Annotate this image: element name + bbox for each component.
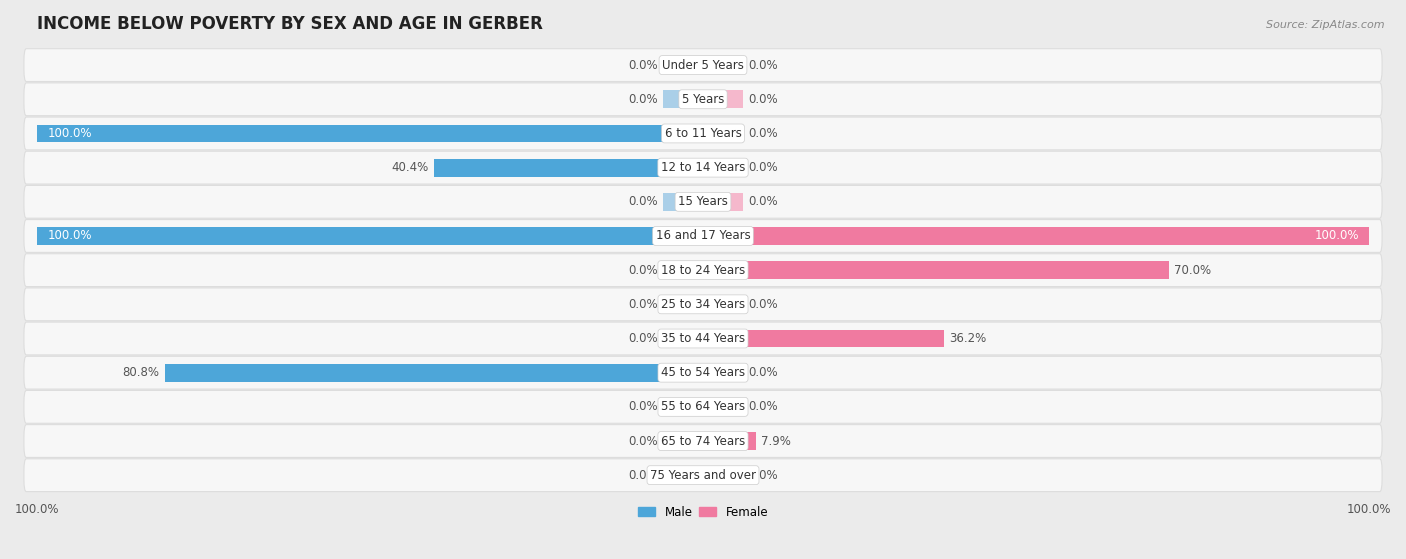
Text: 7.9%: 7.9%	[761, 434, 790, 448]
FancyBboxPatch shape	[24, 254, 1382, 287]
FancyBboxPatch shape	[24, 390, 1382, 423]
Text: INCOME BELOW POVERTY BY SEX AND AGE IN GERBER: INCOME BELOW POVERTY BY SEX AND AGE IN G…	[37, 15, 543, 33]
Text: 0.0%: 0.0%	[628, 332, 658, 345]
Text: 0.0%: 0.0%	[748, 468, 778, 482]
Text: 12 to 14 Years: 12 to 14 Years	[661, 161, 745, 174]
FancyBboxPatch shape	[24, 288, 1382, 321]
Text: 100.0%: 100.0%	[1315, 230, 1358, 243]
Text: 100.0%: 100.0%	[48, 230, 91, 243]
Text: 0.0%: 0.0%	[628, 434, 658, 448]
Text: 0.0%: 0.0%	[748, 195, 778, 209]
Text: 80.8%: 80.8%	[122, 366, 160, 379]
Text: 35 to 44 Years: 35 to 44 Years	[661, 332, 745, 345]
Bar	[664, 296, 703, 313]
Text: 0.0%: 0.0%	[628, 93, 658, 106]
FancyBboxPatch shape	[24, 117, 1382, 150]
Bar	[703, 91, 742, 108]
Bar	[703, 296, 742, 313]
Text: 45 to 54 Years: 45 to 54 Years	[661, 366, 745, 379]
Text: 16 and 17 Years: 16 and 17 Years	[655, 230, 751, 243]
Text: 0.0%: 0.0%	[748, 400, 778, 413]
FancyBboxPatch shape	[24, 459, 1382, 491]
FancyBboxPatch shape	[24, 83, 1382, 116]
Bar	[703, 364, 742, 382]
FancyBboxPatch shape	[24, 322, 1382, 355]
Text: 18 to 24 Years: 18 to 24 Years	[661, 264, 745, 277]
Bar	[37, 227, 703, 245]
FancyBboxPatch shape	[24, 220, 1382, 252]
Bar	[664, 330, 703, 347]
Text: 0.0%: 0.0%	[748, 366, 778, 379]
Bar	[703, 193, 742, 211]
Text: 100.0%: 100.0%	[48, 127, 91, 140]
Text: 0.0%: 0.0%	[628, 264, 658, 277]
Text: 15 Years: 15 Years	[678, 195, 728, 209]
FancyBboxPatch shape	[24, 425, 1382, 457]
Text: 0.0%: 0.0%	[748, 93, 778, 106]
Bar	[703, 56, 742, 74]
Text: 70.0%: 70.0%	[1174, 264, 1212, 277]
Text: 0.0%: 0.0%	[628, 59, 658, 72]
Bar	[37, 125, 703, 143]
Legend: Male, Female: Male, Female	[633, 501, 773, 523]
FancyBboxPatch shape	[24, 49, 1382, 82]
Bar	[703, 261, 1168, 279]
Bar	[664, 91, 703, 108]
Text: 0.0%: 0.0%	[628, 400, 658, 413]
Text: 25 to 34 Years: 25 to 34 Years	[661, 298, 745, 311]
Text: 0.0%: 0.0%	[628, 298, 658, 311]
Text: 40.4%: 40.4%	[391, 161, 429, 174]
Bar	[703, 227, 1369, 245]
Text: 55 to 64 Years: 55 to 64 Years	[661, 400, 745, 413]
Text: 6 to 11 Years: 6 to 11 Years	[665, 127, 741, 140]
Bar	[664, 432, 703, 450]
Text: 65 to 74 Years: 65 to 74 Years	[661, 434, 745, 448]
Bar	[664, 466, 703, 484]
FancyBboxPatch shape	[24, 151, 1382, 184]
Text: 0.0%: 0.0%	[748, 298, 778, 311]
Text: Under 5 Years: Under 5 Years	[662, 59, 744, 72]
Bar	[664, 398, 703, 416]
Text: 0.0%: 0.0%	[628, 195, 658, 209]
Bar	[703, 398, 742, 416]
Bar	[703, 159, 742, 177]
Bar	[434, 159, 703, 177]
FancyBboxPatch shape	[24, 186, 1382, 218]
Bar	[664, 193, 703, 211]
Bar	[703, 330, 943, 347]
Text: 0.0%: 0.0%	[628, 468, 658, 482]
FancyBboxPatch shape	[24, 356, 1382, 389]
Text: 36.2%: 36.2%	[949, 332, 987, 345]
Text: 0.0%: 0.0%	[748, 59, 778, 72]
Text: 5 Years: 5 Years	[682, 93, 724, 106]
Bar	[664, 261, 703, 279]
Text: 75 Years and over: 75 Years and over	[650, 468, 756, 482]
Bar	[703, 466, 742, 484]
Bar	[703, 432, 755, 450]
Bar	[664, 56, 703, 74]
Text: 0.0%: 0.0%	[748, 161, 778, 174]
Text: 0.0%: 0.0%	[748, 127, 778, 140]
Bar	[703, 125, 742, 143]
Text: Source: ZipAtlas.com: Source: ZipAtlas.com	[1267, 20, 1385, 30]
Bar	[165, 364, 703, 382]
